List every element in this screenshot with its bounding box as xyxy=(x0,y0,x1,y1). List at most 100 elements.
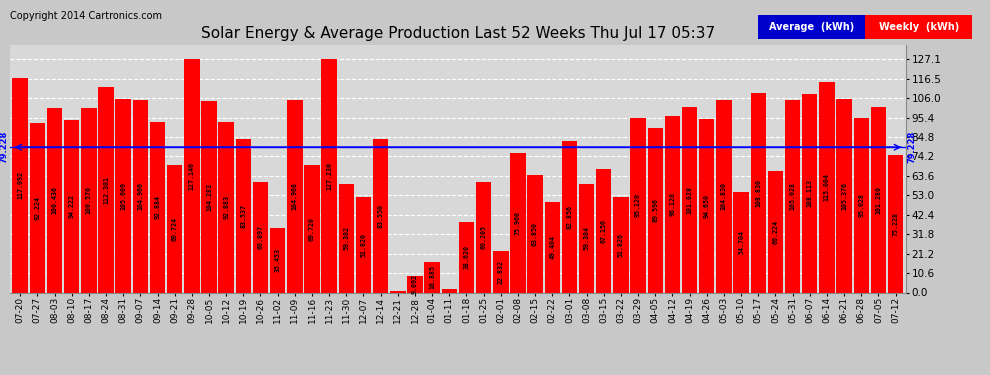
Text: 112.301: 112.301 xyxy=(103,176,109,204)
Bar xyxy=(596,170,612,292)
Bar xyxy=(647,128,663,292)
Text: 89.596: 89.596 xyxy=(652,198,658,222)
Text: 94.650: 94.650 xyxy=(704,194,710,218)
Text: Weekly  (kWh): Weekly (kWh) xyxy=(878,22,959,32)
Bar xyxy=(544,202,560,292)
Text: 94.222: 94.222 xyxy=(68,194,74,218)
Text: 82.856: 82.856 xyxy=(566,204,572,228)
Bar xyxy=(236,140,251,292)
Bar xyxy=(734,192,748,292)
Bar xyxy=(802,94,818,292)
Text: 108.113: 108.113 xyxy=(807,179,813,207)
Bar xyxy=(579,184,594,292)
Bar xyxy=(133,100,148,292)
Text: 83.537: 83.537 xyxy=(241,204,247,228)
Text: 69.724: 69.724 xyxy=(171,217,177,241)
Text: 9.092: 9.092 xyxy=(412,274,418,294)
Text: 105.376: 105.376 xyxy=(842,182,847,210)
Text: 35.453: 35.453 xyxy=(274,248,280,272)
Text: 115.004: 115.004 xyxy=(824,173,830,201)
Text: 59.302: 59.302 xyxy=(344,226,349,250)
Text: 79.228: 79.228 xyxy=(0,131,8,164)
Bar xyxy=(252,182,268,292)
Text: 38.620: 38.620 xyxy=(463,245,469,269)
Text: 60.097: 60.097 xyxy=(257,225,263,249)
Text: 92.884: 92.884 xyxy=(154,195,160,219)
Bar xyxy=(785,100,800,292)
Bar xyxy=(699,119,715,292)
Text: 92.224: 92.224 xyxy=(35,196,41,220)
Bar xyxy=(304,165,320,292)
Bar xyxy=(98,87,114,292)
Bar xyxy=(287,100,303,292)
Bar xyxy=(425,261,440,292)
Bar xyxy=(167,165,182,292)
Text: 75.960: 75.960 xyxy=(515,211,521,235)
Text: 104.966: 104.966 xyxy=(138,182,144,210)
Text: 66.224: 66.224 xyxy=(772,220,778,244)
Bar xyxy=(510,153,526,292)
Text: 16.885: 16.885 xyxy=(429,265,436,289)
Bar xyxy=(682,107,697,292)
Text: 96.120: 96.120 xyxy=(669,192,675,216)
Text: 105.028: 105.028 xyxy=(790,182,796,210)
Text: 104.830: 104.830 xyxy=(721,182,727,210)
Text: 69.720: 69.720 xyxy=(309,217,315,241)
Text: 100.436: 100.436 xyxy=(51,186,57,214)
Bar xyxy=(664,116,680,292)
Text: 101.028: 101.028 xyxy=(687,186,693,214)
Text: 51.820: 51.820 xyxy=(360,233,366,257)
Text: 100.576: 100.576 xyxy=(86,186,92,214)
Text: 104.968: 104.968 xyxy=(292,182,298,210)
Text: 104.283: 104.283 xyxy=(206,183,212,211)
Bar xyxy=(270,228,285,292)
Bar xyxy=(837,99,851,292)
Text: 101.280: 101.280 xyxy=(875,186,881,214)
Text: 108.830: 108.830 xyxy=(755,179,761,207)
Text: 83.550: 83.550 xyxy=(377,204,384,228)
Bar xyxy=(528,176,543,292)
Text: 117.092: 117.092 xyxy=(17,171,23,199)
Bar xyxy=(853,118,869,292)
Bar xyxy=(390,291,406,292)
Text: 79.228: 79.228 xyxy=(908,131,917,164)
Bar xyxy=(561,141,577,292)
Bar xyxy=(201,101,217,292)
Bar xyxy=(13,78,28,292)
Bar xyxy=(458,222,474,292)
Bar xyxy=(81,108,97,292)
Bar xyxy=(888,154,903,292)
Bar xyxy=(767,171,783,292)
Bar xyxy=(322,59,337,292)
Bar xyxy=(47,108,62,292)
Text: 92.883: 92.883 xyxy=(223,195,229,219)
Text: 127.140: 127.140 xyxy=(189,162,195,190)
Text: 63.850: 63.850 xyxy=(532,222,539,246)
Bar xyxy=(613,198,629,292)
Bar xyxy=(407,276,423,292)
Text: 49.404: 49.404 xyxy=(549,235,555,259)
Text: 127.230: 127.230 xyxy=(326,162,333,190)
Bar xyxy=(870,107,886,292)
Text: 95.028: 95.028 xyxy=(858,194,864,217)
Bar xyxy=(819,82,835,292)
Bar xyxy=(184,59,200,292)
Text: 95.120: 95.120 xyxy=(636,193,642,217)
Bar xyxy=(476,182,491,292)
Text: Average  (kWh): Average (kWh) xyxy=(769,22,854,32)
Text: 59.304: 59.304 xyxy=(583,226,590,250)
Text: 105.609: 105.609 xyxy=(120,182,126,210)
Bar xyxy=(750,93,766,292)
Bar xyxy=(64,120,79,292)
Text: 22.832: 22.832 xyxy=(498,260,504,284)
Title: Solar Energy & Average Production Last 52 Weeks Thu Jul 17 05:37: Solar Energy & Average Production Last 5… xyxy=(201,26,715,41)
Bar xyxy=(442,289,457,292)
Bar xyxy=(716,100,732,292)
Text: 51.826: 51.826 xyxy=(618,233,624,257)
Bar xyxy=(339,184,354,292)
Bar xyxy=(355,198,371,292)
Bar xyxy=(631,118,645,292)
Text: Copyright 2014 Cartronics.com: Copyright 2014 Cartronics.com xyxy=(10,11,162,21)
Bar xyxy=(30,123,46,292)
Bar xyxy=(149,122,165,292)
